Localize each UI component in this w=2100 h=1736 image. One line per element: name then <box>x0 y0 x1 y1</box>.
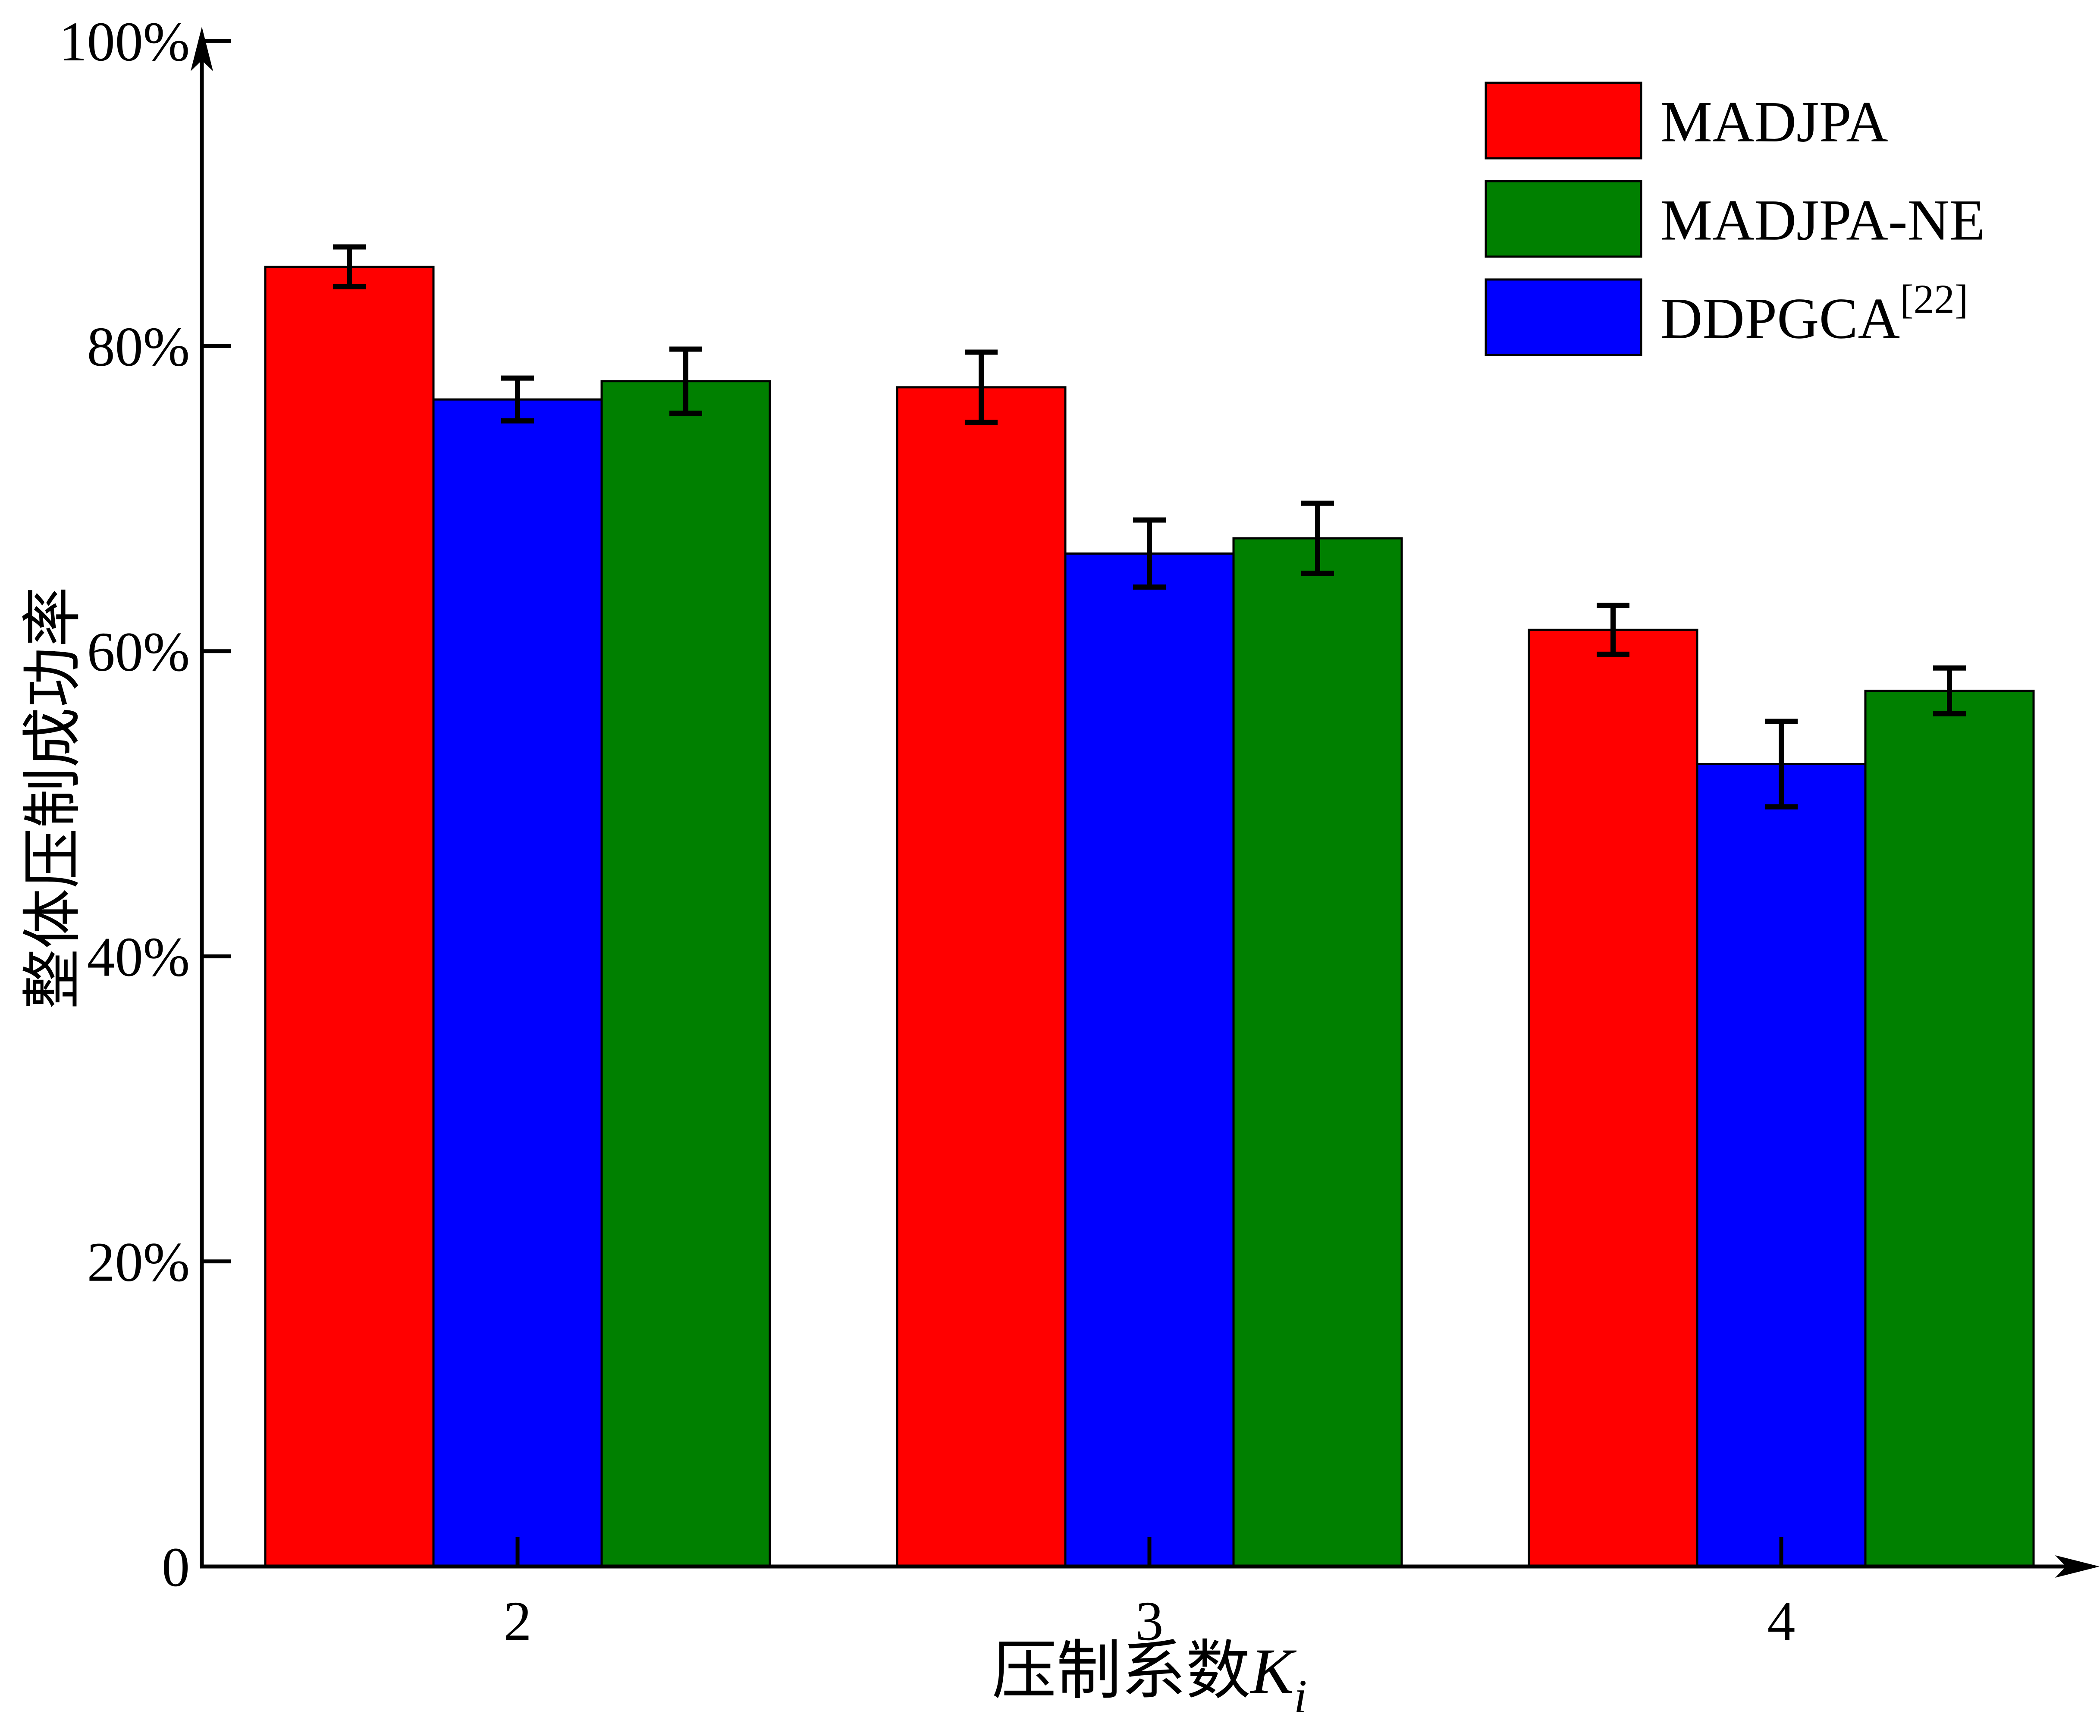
legend-label-ddpgca: DDPGCA[22] <box>1661 276 1968 351</box>
bar-madjpa-k4 <box>1528 628 1698 1568</box>
y-tick-label-0: 0 <box>162 1536 190 1598</box>
legend-item-ddpgca: DDPGCA[22] <box>1485 276 1968 356</box>
legend-swatch-madjpa-ne <box>1485 180 1642 258</box>
legend: MADJPA MADJPA-NE DDPGCA[22] <box>1485 82 1985 356</box>
x-tick-label-3: 3 <box>1136 1590 1164 1652</box>
error-bar-madjpa-ne-k3 <box>1301 500 1334 576</box>
legend-swatch-ddpgca <box>1485 278 1642 356</box>
error-bar-madjpa-k3 <box>965 349 998 425</box>
legend-swatch-madjpa <box>1485 82 1642 160</box>
error-bar-madjpa-k2 <box>333 244 366 289</box>
bar-ddpgca-22--k2 <box>432 398 603 1568</box>
legend-item-madjpa-ne: MADJPA-NE <box>1485 180 1985 258</box>
legend-item-madjpa: MADJPA <box>1485 82 1888 160</box>
ticks-layer: 2 3 4 0 20% 40% 60% 80% 100% <box>59 11 1796 1652</box>
x-axis-label: 压制系数Ki <box>992 1636 1307 1723</box>
x-axis-arrow <box>2055 1555 2100 1578</box>
y-axis-label: 整体压制成功率 <box>20 587 87 1009</box>
axes-layer <box>191 27 2100 1578</box>
y-tick-label-40: 40% <box>87 926 190 988</box>
legend-label-madjpa: MADJPA <box>1661 90 1888 154</box>
legend-label-madjpa-ne: MADJPA-NE <box>1661 188 1985 253</box>
y-tick-label-60: 60% <box>87 621 190 683</box>
error-bar-madjpa-ne-k4 <box>1933 665 1966 716</box>
error-bar-ddpgca-22--k2 <box>501 375 534 424</box>
bar-ddpgca-22--k4 <box>1696 763 1867 1568</box>
x-axis-label-main: 压制系数 <box>992 1636 1251 1707</box>
bar-madjpa-k2 <box>264 265 435 1568</box>
y-axis-arrow <box>191 27 213 71</box>
error-bar-ddpgca-22--k3 <box>1133 517 1166 590</box>
x-axis-label-sub: i <box>1294 1670 1307 1723</box>
bar-madjpa-k3 <box>896 386 1067 1568</box>
bar-madjpa-ne-k2 <box>600 380 771 1568</box>
legend-label-citation: [22] <box>1900 276 1968 322</box>
bar-ddpgca-22--k3 <box>1064 552 1235 1568</box>
y-tick-label-80: 80% <box>87 316 190 378</box>
error-bar-madjpa-k4 <box>1597 603 1629 657</box>
error-bar-madjpa-ne-k2 <box>669 346 702 416</box>
x-tick-label-2: 2 <box>504 1590 532 1652</box>
error-bar-ddpgca-22--k4 <box>1765 719 1798 810</box>
bars-layer <box>264 265 2035 1568</box>
y-tick-label-100: 100% <box>59 11 190 73</box>
error-bars-layer <box>333 244 1966 810</box>
bar-madjpa-ne-k4 <box>1864 690 2035 1568</box>
x-axis-label-var: K <box>1250 1636 1297 1707</box>
bar-madjpa-ne-k3 <box>1232 537 1403 1568</box>
y-tick-label-20: 20% <box>87 1231 190 1293</box>
x-tick-label-4: 4 <box>1767 1590 1796 1652</box>
